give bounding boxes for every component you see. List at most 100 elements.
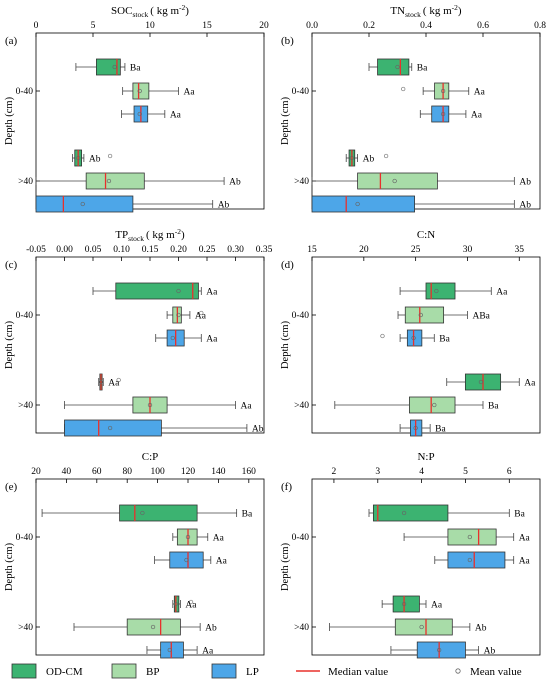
- outlier-point: [199, 310, 204, 316]
- box-lp-deep: Ab: [311, 195, 531, 213]
- plot-frame: [35, 478, 265, 656]
- box-body: [434, 82, 450, 100]
- mean-marker: [467, 534, 472, 540]
- x-tick-label: 20: [259, 21, 269, 31]
- title-subscript: stock: [128, 234, 144, 243]
- legend-item-odcm: OD-CM: [11, 663, 83, 679]
- significance-label: Ab: [252, 425, 264, 435]
- legend-swatch: [11, 663, 37, 679]
- box-odcm-top: Aa: [399, 282, 508, 300]
- x-tick-label: 0.4: [420, 21, 432, 31]
- y-axis-label: Depth (cm): [280, 320, 291, 369]
- box-body: [447, 528, 497, 546]
- panel-label: (f): [281, 481, 292, 493]
- box-body: [119, 504, 198, 522]
- x-tick-label: 6: [507, 467, 512, 477]
- box-odcm-top: Aa: [92, 282, 218, 300]
- legend-item-mean: Mean value: [455, 666, 522, 678]
- outlier-point: [383, 153, 389, 159]
- box-bp-top: Aa: [172, 528, 225, 546]
- x-tick-label: 0.15: [142, 245, 159, 255]
- significance-label: Aa: [202, 647, 214, 657]
- box-body: [431, 105, 450, 123]
- box-bp-top: Aa: [401, 82, 486, 100]
- box-lp-deep: Ab: [390, 641, 495, 659]
- depth-label: >40: [18, 177, 33, 187]
- significance-label: Aa: [519, 534, 531, 544]
- significance-label: Ba: [435, 425, 446, 435]
- depth-label: 0-40: [16, 533, 34, 543]
- panel-f: 2 3 4 5 6 N:P (f) 0-40 >40 Depth (cm) Ba Aa Aa Aa Ab Ab: [280, 451, 541, 659]
- title-unit: ( kg m: [150, 5, 179, 17]
- panel-c: -0.05 0.00 0.05 0.10 0.15 0.20 0.25 0.30 0.35 TPs…: [4, 227, 273, 437]
- x-tick-label: 15: [202, 21, 212, 31]
- depth-label: >40: [18, 401, 33, 411]
- significance-label: Aa: [206, 288, 218, 298]
- x-tick-label: 0: [34, 21, 39, 31]
- title-unit: ( kg m: [146, 229, 175, 241]
- significance-label: Ab: [363, 155, 375, 165]
- mean-marker: [107, 425, 113, 431]
- panel-title: C:P: [142, 451, 159, 463]
- legend-label: Median value: [328, 666, 388, 678]
- box-odcm-deep: Aa: [446, 373, 536, 391]
- box-bp-deep: Ab: [35, 172, 241, 190]
- x-tick-label: 0.0: [306, 21, 318, 31]
- significance-label: Aa: [519, 557, 531, 567]
- box-body: [416, 641, 466, 659]
- x-tick-label: 100: [150, 467, 165, 477]
- box-lp-top: Ba: [380, 329, 451, 347]
- box-body: [132, 82, 150, 100]
- panel-title: TPstock( kg m-2): [115, 227, 185, 243]
- title-subscript: stock: [132, 10, 148, 19]
- panel-b: 0.0 0.2 0.4 0.6 0.8 TNstock( kg m-2) (b) 0-40 >4…: [280, 3, 546, 213]
- legend-mean-marker: [455, 668, 461, 674]
- box-body: [406, 329, 423, 347]
- x-tick-label: 0.20: [170, 245, 187, 255]
- mean-marker: [395, 64, 400, 70]
- mean-marker: [478, 379, 484, 385]
- title-unit: ( kg m: [423, 5, 452, 17]
- significance-label: Aa: [184, 88, 196, 98]
- panel-d: 15 20 25 30 35 C:N (d) 0-40 >40 Depth (cm) Aa ABa Ba…: [280, 229, 541, 437]
- mean-marker: [413, 425, 418, 431]
- significance-label: Ab: [475, 624, 487, 634]
- depth-label: >40: [18, 623, 33, 633]
- mean-marker: [437, 647, 442, 653]
- significance-label: Ab: [205, 624, 217, 634]
- box-body: [394, 618, 453, 636]
- box-body: [425, 282, 456, 300]
- title-main: TN: [390, 5, 405, 17]
- x-tick-label: 60: [92, 467, 102, 477]
- significance-label: Aa: [471, 111, 483, 121]
- box-body: [311, 195, 415, 213]
- panel-label: (c): [5, 259, 18, 271]
- mean-marker: [418, 312, 423, 318]
- outlier-point: [380, 333, 385, 339]
- box-lp-top: Aa: [419, 105, 483, 123]
- box-bp-deep: Ab: [73, 618, 217, 636]
- box-odcm-top: Ba: [75, 58, 141, 76]
- title-main: TP: [115, 229, 128, 241]
- significance-label: Ba: [130, 64, 141, 74]
- x-tick-label: 4: [419, 467, 424, 477]
- box-odcm-top: Ba: [368, 504, 526, 522]
- legend-item-lp: LP: [211, 663, 259, 679]
- x-tick-label: 25: [411, 245, 421, 255]
- x-tick-label: 0.8: [534, 21, 546, 31]
- mean-marker: [401, 510, 407, 516]
- box-body: [115, 282, 199, 300]
- box-body: [85, 172, 145, 190]
- mean-marker: [176, 288, 181, 294]
- box-body: [404, 306, 445, 324]
- box-bp-deep: Ba: [334, 396, 499, 414]
- box-bp-deep: Aa: [64, 396, 252, 414]
- mean-marker: [147, 402, 153, 408]
- x-tick-label: 80: [122, 467, 132, 477]
- box-body: [126, 618, 181, 636]
- legend-swatch: [111, 663, 137, 679]
- panel-label: (d): [281, 259, 294, 271]
- title-main: C:N: [417, 229, 435, 241]
- depth-label: >40: [294, 177, 309, 187]
- significance-label: Aa: [195, 312, 207, 322]
